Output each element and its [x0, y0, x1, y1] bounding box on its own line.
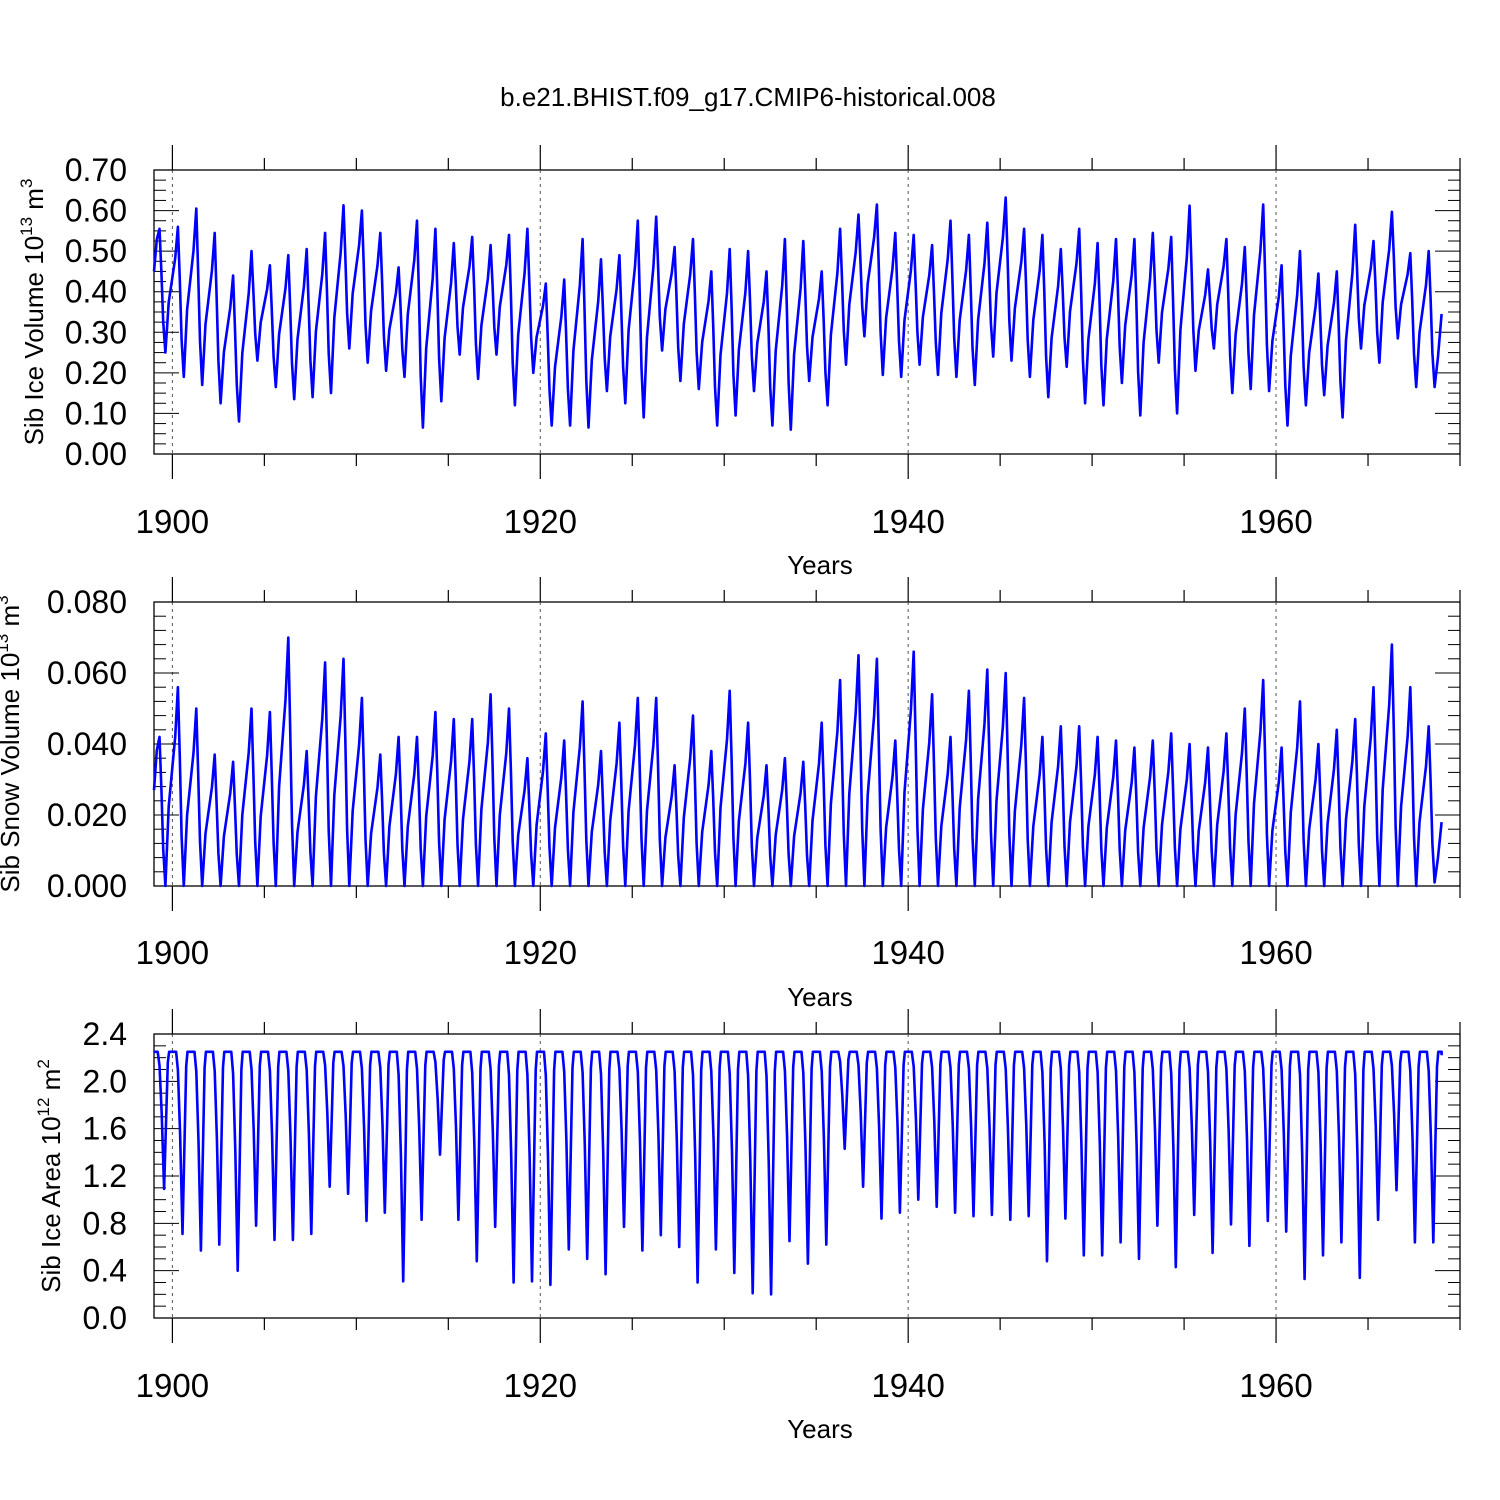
- x-tick-label: 1900: [136, 503, 209, 540]
- x-tick-label: 1920: [504, 503, 577, 540]
- y-axis-label: Sib Ice Area 1012 m2: [34, 1059, 66, 1293]
- y-tick-label: 0.040: [47, 726, 127, 762]
- y-tick-label: 0.50: [65, 233, 127, 269]
- y-label-unit: m: [0, 605, 25, 634]
- y-label-main: Sib Snow Volume 10: [0, 653, 25, 893]
- y-tick-label: 1.2: [83, 1158, 127, 1194]
- y-label-exp: 13: [17, 217, 36, 236]
- y-tick-label: 2.4: [83, 1016, 127, 1052]
- y-tick-label: 0.00: [65, 436, 127, 472]
- y-label-unit-exp: 2: [34, 1059, 53, 1068]
- panel-2: 1900 1920 1940 1960 Years 0.000 0.020 0.040 0.06…: [0, 577, 1461, 1012]
- y-label-unit: m: [36, 1069, 66, 1098]
- y-tick-label: 0.060: [47, 655, 127, 691]
- y-label-unit-exp: 3: [0, 595, 12, 604]
- y-tick-label: 0.020: [47, 797, 127, 833]
- panel-3: 1900 1920 1940 1960 Years 0.0 0.4 0.8 1.2 1.6 2.0 2…: [34, 1009, 1461, 1444]
- x-tick-label: 1920: [504, 1367, 577, 1404]
- x-axis-label: Years: [787, 1414, 853, 1444]
- x-tick-label: 1960: [1239, 934, 1312, 971]
- y-tick-label: 0.70: [65, 152, 127, 188]
- y-label-unit-exp: 3: [17, 179, 36, 188]
- x-axis-label: Years: [787, 550, 853, 580]
- y-tick-label: 0.4: [83, 1253, 127, 1289]
- x-tick-label: 1940: [871, 1367, 944, 1404]
- y-tick-label: 1.6: [83, 1111, 127, 1147]
- x-tick-label: 1940: [871, 503, 944, 540]
- x-tick-label: 1940: [871, 934, 944, 971]
- y-tick-label: 0.30: [65, 314, 127, 350]
- y-label-unit: m: [19, 188, 49, 217]
- x-tick-label: 1960: [1239, 503, 1312, 540]
- x-axis-label: Years: [787, 982, 853, 1012]
- y-axis-label: Sib Ice Volume 1013 m3: [17, 179, 49, 446]
- series-line: [152, 636, 1443, 888]
- x-tick-label: 1900: [136, 1367, 209, 1404]
- y-axis-label: Sib Snow Volume 1013 m3: [0, 595, 25, 892]
- y-tick-label: 0.000: [47, 868, 127, 904]
- series-line: [152, 196, 1443, 431]
- x-tick-label: 1960: [1239, 1367, 1312, 1404]
- y-tick-label: 0.60: [65, 193, 127, 229]
- y-label-exp: 13: [0, 634, 12, 653]
- y-tick-label: 0.8: [83, 1205, 127, 1241]
- y-tick-label: 0.10: [65, 395, 127, 431]
- y-tick-label: 0.40: [65, 274, 127, 310]
- y-tick-label: 0.080: [47, 584, 127, 620]
- x-tick-label: 1920: [504, 934, 577, 971]
- series-line: [154, 1050, 1443, 1296]
- panel-1: 1900 1920 1940 1960 Years 0.00 0.10 0.20 0.30 0.4…: [17, 145, 1461, 580]
- figure-title: b.e21.BHIST.f09_g17.CMIP6-historical.008: [500, 82, 996, 112]
- y-tick-label: 0.0: [83, 1300, 127, 1336]
- y-tick-label: 2.0: [83, 1063, 127, 1099]
- x-tick-label: 1900: [136, 934, 209, 971]
- y-tick-label: 0.20: [65, 355, 127, 391]
- panels: 1900 1920 1940 1960 Years 0.00 0.10 0.20 0.30 0.4…: [0, 145, 1461, 1444]
- y-label-main: Sib Ice Area 10: [36, 1116, 66, 1292]
- y-label-exp: 12: [34, 1098, 53, 1117]
- y-label-main: Sib Ice Volume 10: [19, 236, 49, 446]
